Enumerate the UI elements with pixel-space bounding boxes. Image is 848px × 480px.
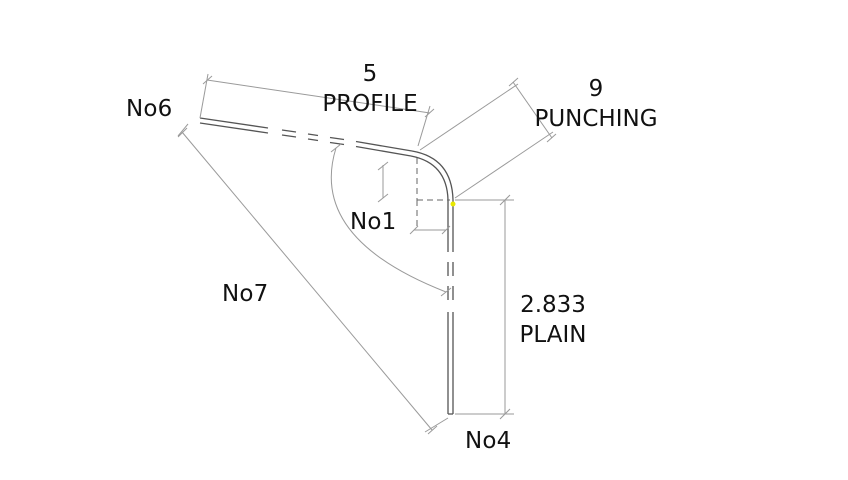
label-no1: No1 — [350, 209, 397, 235]
profile-dimension-line — [206, 79, 431, 114]
no7-extension-bottom — [424, 417, 449, 433]
bent-part — [199, 117, 454, 415]
part-upper-leg-outer — [199, 117, 269, 129]
no7-dimension-line — [181, 131, 433, 431]
dimension-lines — [177, 73, 557, 435]
punching-dimension-line — [512, 81, 553, 139]
dimension-profile: 5 PROFILE — [314, 59, 426, 119]
label-no6: No6 — [126, 96, 173, 122]
part-bend-inner — [410, 155, 449, 201]
plain-type: PLAIN — [519, 322, 587, 348]
corner-marker — [450, 201, 456, 207]
part-bend-outer — [411, 150, 454, 201]
punching-value: 9 — [588, 76, 604, 102]
profile-type: PROFILE — [322, 91, 418, 117]
label-no7: No7 — [222, 281, 269, 307]
punching-extension-bottom — [454, 131, 554, 199]
profile-value: 5 — [362, 61, 378, 87]
dimension-plain: 2.833 PLAIN — [508, 290, 598, 350]
punching-extension-top — [419, 83, 519, 151]
plain-value: 2.833 — [520, 292, 586, 318]
dimension-punching: 9 PUNCHING — [524, 74, 668, 134]
virtual-corner-lines — [416, 158, 450, 230]
no7-extension-top — [177, 123, 189, 137]
part-upper-leg-inner — [199, 122, 269, 134]
label-no4: No4 — [465, 428, 512, 454]
angle-arc — [330, 147, 447, 293]
punching-type: PUNCHING — [534, 106, 658, 132]
